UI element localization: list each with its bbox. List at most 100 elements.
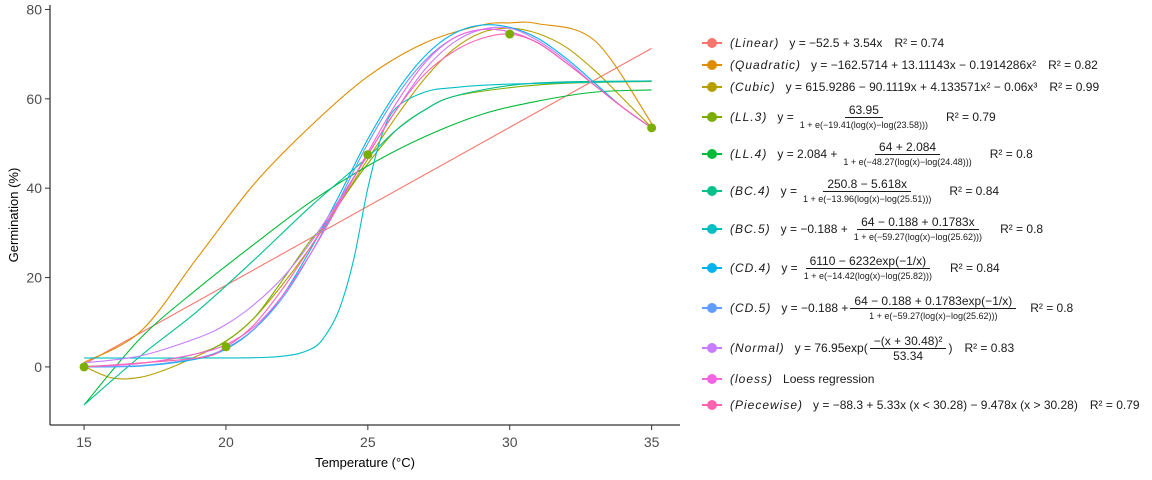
legend-r-squared: R² = 0.82 (1048, 58, 1098, 72)
legend-label: (BC.4) (730, 184, 771, 198)
legend-label: (Linear) (730, 36, 780, 50)
legend-item-loess: (loess) Loess regression (700, 368, 1145, 390)
legend-fraction: 64 − 0.188 + 0.1783exp(−1/x) 1 + e(−59.2… (850, 294, 1017, 323)
legend-denominator: 1 + e(−48.27(log(x)−log(24.48))) (843, 156, 972, 167)
legend-equation-prefix: y = 2.084 + (777, 147, 838, 161)
legend-fraction: 64 − 0.188 + 0.1783x 1 + e(−59.27(log(x)… (850, 215, 986, 244)
legend-label: (Normal) (730, 341, 785, 355)
legend-equation-suffix: ) (948, 341, 953, 355)
legend-numerator: 6110 − 6232exp(−1/x) (805, 254, 931, 269)
legend-equation-prefix: y = (781, 261, 798, 275)
legend-r-squared: R² = 0.74 (894, 36, 945, 50)
legend-item-ll4: (LL.4) y = 2.084 + 64 + 2.084 1 + e(−48.… (700, 136, 1145, 172)
legend-r-squared: R² = 0.99 (1049, 80, 1100, 94)
legend-denominator: 53.34 (893, 348, 924, 363)
y-axis-title: Germination (%) (6, 168, 21, 263)
series-line-piecewise (84, 33, 652, 368)
observed-point (505, 29, 515, 39)
legend-label: (LL.4) (730, 147, 768, 161)
legend-key-cubic (700, 80, 724, 94)
legend-equation: y = −162.5714 + 13.11143x − 0.1914286x² (811, 58, 1037, 72)
legend: (Linear) y = −52.5 + 3.54x R² = 0.74 (Qu… (700, 32, 1145, 420)
y-tick-label: 20 (26, 270, 42, 286)
legend-item-cubic: (Cubic) y = 615.9286 − 90.1119x + 4.1335… (700, 76, 1145, 98)
series-line-bc4 (83, 80, 652, 406)
legend-key-cd5 (700, 301, 724, 315)
x-tick-label: 30 (502, 434, 518, 450)
legend-key-ll4 (700, 147, 724, 161)
axis-ticks-layer: 15 20 25 30 35 0 20 40 60 80 (26, 1, 659, 450)
observed-point (647, 123, 657, 133)
chart-plot: 15 20 25 30 35 0 20 40 60 80 Temperature (°C) Ger… (6, 1, 680, 470)
legend-key-quadratic (700, 58, 724, 72)
legend-equation: y = −88.3 + 5.33x (x < 30.28) − 9.478x (… (813, 398, 1078, 412)
legend-r-squared: R² = 0.79 (946, 110, 996, 124)
x-tick-label: 20 (218, 434, 234, 450)
observed-point (79, 362, 89, 372)
series-line-linear (83, 47, 652, 365)
legend-key-loess (700, 372, 724, 386)
legend-denominator: 1 + e(−14.42(log(x)−log(25.82))) (803, 270, 933, 281)
legend-label: (Cubic) (730, 80, 776, 94)
legend-numerator: 64 + 2.084 (875, 140, 941, 155)
series-line-ll4 (83, 89, 652, 406)
legend-denominator: 1 + e(−13.96(log(x)−log(25.51))) (803, 193, 932, 204)
legend-label: (CD.4) (730, 261, 772, 275)
x-tick-label: 25 (360, 434, 376, 450)
legend-equation-prefix: y = (777, 110, 794, 124)
legend-key-linear (700, 36, 724, 50)
legend-item-quadratic: (Quadratic) y = −162.5714 + 13.11143x − … (700, 54, 1145, 76)
observed-point (363, 150, 373, 160)
x-axis-title: Temperature (°C) (315, 455, 415, 470)
x-tick-label: 15 (76, 434, 92, 450)
series-line-quadratic (83, 21, 653, 363)
legend-label: (loess) (730, 372, 774, 386)
legend-label: (Quadratic) (730, 58, 802, 72)
legend-r-squared: R² = 0.79 (1089, 398, 1140, 412)
legend-denominator: 1 + e(−59.27(log(x)−log(25.62))) (869, 310, 998, 321)
observed-points-layer (79, 29, 657, 372)
legend-label: (BC.5) (730, 222, 771, 236)
y-tick-label: 60 (26, 91, 42, 107)
legend-label: (Piecewise) (730, 398, 804, 412)
legend-key-ll3 (700, 110, 724, 124)
legend-numerator: 64 − 0.188 + 0.1783x (857, 215, 979, 230)
series-line-bc5 (84, 80, 652, 359)
legend-equation: Loess regression (783, 372, 875, 386)
legend-equation-prefix: y = 76.95exp( (794, 341, 868, 355)
legend-item-linear: (Linear) y = −52.5 + 3.54x R² = 0.74 (700, 32, 1145, 54)
fitted-curves-layer (83, 21, 653, 406)
series-line-ll3 (84, 80, 652, 368)
legend-numerator: −(x + 30.48)² (869, 334, 947, 349)
legend-item-piecewise: (Piecewise) y = −88.3 + 5.33x (x < 30.28… (700, 390, 1145, 420)
legend-equation-prefix: y = −0.188 + (781, 301, 849, 315)
legend-item-cd5: (CD.5) y = −0.188 + 64 − 0.188 + 0.1783e… (700, 288, 1145, 328)
legend-numerator: 250.8 − 5.618x (823, 177, 912, 192)
legend-label: (LL.3) (730, 110, 768, 124)
legend-equation-prefix: y = (780, 184, 798, 198)
legend-item-cd4: (CD.4) y = 6110 − 6232exp(−1/x) 1 + e(−1… (700, 248, 1145, 288)
legend-r-squared: R² = 0.84 (950, 261, 1000, 275)
legend-key-normal (700, 341, 724, 355)
legend-equation: y = −52.5 + 3.54x (789, 36, 883, 50)
legend-r-squared: R² = 0.84 (949, 184, 1000, 198)
legend-fraction: 6110 − 6232exp(−1/x) 1 + e(−14.42(log(x)… (800, 254, 936, 283)
legend-item-bc4: (BC.4) y = 250.8 − 5.618x 1 + e(−13.96(l… (700, 172, 1145, 210)
legend-r-squared: R² = 0.83 (964, 341, 1015, 355)
legend-denominator: 1 + e(−59.27(log(x)−log(25.62))) (853, 231, 983, 242)
legend-item-ll3: (LL.3) y = 63.95 1 + e(−19.41(log(x)−log… (700, 98, 1145, 136)
legend-key-piecewise (700, 398, 724, 412)
legend-numerator: 63.95 (844, 103, 883, 118)
legend-r-squared: R² = 0.8 (989, 147, 1033, 161)
legend-fraction: 64 + 2.084 1 + e(−48.27(log(x)−log(24.48… (839, 140, 975, 169)
legend-denominator: 1 + e(−19.41(log(x)−log(23.58))) (799, 119, 929, 130)
legend-equation: y = 615.9286 − 90.1119x + 4.133571x² − 0… (785, 80, 1038, 94)
y-tick-label: 80 (26, 1, 42, 17)
y-tick-label: 40 (26, 180, 42, 196)
legend-key-cd4 (700, 261, 724, 275)
legend-fraction: 250.8 − 5.618x 1 + e(−13.96(log(x)−log(2… (799, 177, 935, 206)
legend-r-squared: R² = 0.8 (1000, 222, 1044, 236)
legend-key-bc5 (700, 222, 724, 236)
x-tick-label: 35 (644, 434, 660, 450)
legend-key-bc4 (700, 184, 724, 198)
